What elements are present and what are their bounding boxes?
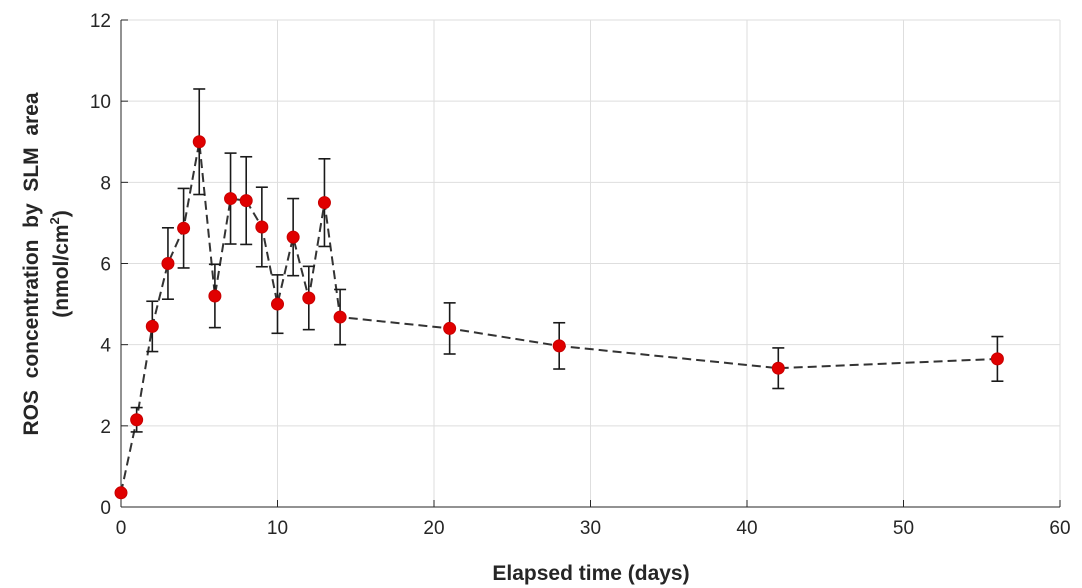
data-point [239,194,253,208]
y-tick-label: 4 [100,336,111,357]
data-point [161,257,175,270]
y-tick-label: 10 [90,92,111,113]
y-axis-label-line2: (nmol/cm2) [47,210,73,318]
y-axis-label-line1: ROS concentration by SLM area [20,92,43,435]
y-tick-label: 0 [100,498,111,519]
data-point [224,192,238,206]
data-point [114,486,128,500]
x-tick-label: 0 [116,518,127,539]
series-line [120,141,998,494]
data-point [771,361,785,375]
data-point [317,196,331,210]
data-point [552,339,566,353]
data-point [130,413,144,427]
x-tick-label: 60 [1049,518,1070,539]
data-point [286,230,300,244]
data-point [145,319,159,333]
x-tick-label: 30 [580,518,601,539]
series [114,88,1004,500]
grid [121,19,1061,507]
x-tick-label: 10 [267,518,288,539]
tick-labels: 0 10 20 30 40 50 60 0 2 4 6 8 10 12 [90,11,1071,539]
data-point [255,220,269,234]
y-tick-label: 12 [90,11,111,32]
data-point [208,289,222,303]
data-point [443,321,457,335]
data-point [177,221,191,235]
data-point [271,297,284,311]
y-tick-label: 6 [100,255,111,276]
data-point [333,310,347,324]
x-tick-label: 20 [423,518,444,539]
x-tick-label: 40 [736,518,757,539]
x-tick-label: 50 [893,518,914,539]
data-point [302,291,316,305]
ticks [120,19,1061,508]
data-point [192,135,206,149]
data-point [990,352,1004,366]
x-axis-label: Elapsed time (days) [492,562,689,585]
y-tick-label: 2 [100,417,111,438]
y-tick-label: 8 [100,173,111,194]
y-axis-label: ROS concentration by SLM area (nmol/cm2) [20,92,73,435]
